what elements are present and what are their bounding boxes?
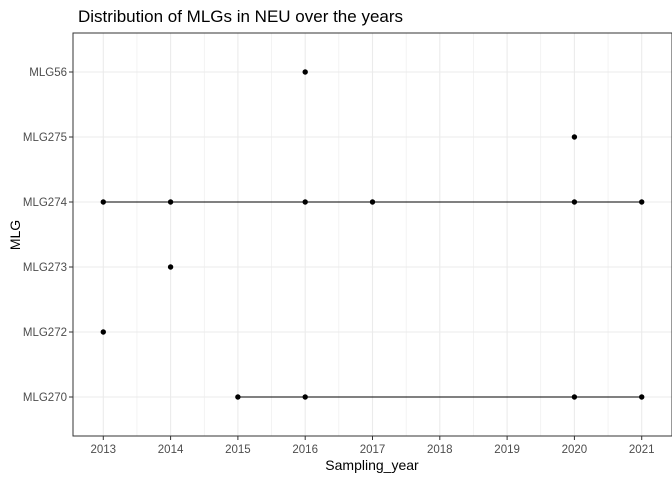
- data-point: [571, 394, 578, 400]
- data-point: [639, 199, 645, 205]
- data-point: [167, 199, 174, 205]
- data-point: [369, 199, 376, 205]
- data-point: [571, 134, 578, 140]
- y-tick-label: MLG56: [29, 67, 67, 79]
- x-tick-label: 2021: [629, 444, 655, 456]
- y-tick-label: MLG275: [23, 132, 67, 144]
- y-axis-title: MLG: [7, 220, 23, 250]
- data-point: [100, 329, 106, 335]
- x-tick-label: 2013: [90, 444, 116, 456]
- data-point: [571, 199, 578, 205]
- x-tick-label: 2018: [427, 444, 453, 456]
- x-axis-title: Sampling_year: [325, 457, 419, 473]
- data-points: [100, 69, 645, 400]
- x-tick-label: 2019: [494, 444, 520, 456]
- x-tick-label: 2014: [158, 444, 184, 456]
- x-axis: 2013 2014 2015 2016 2017 2018 2019 2020 2021: [90, 436, 655, 456]
- grid: [73, 33, 672, 436]
- x-tick-label: 2020: [562, 444, 588, 456]
- x-tick-label: 2015: [225, 444, 251, 456]
- x-tick-label: 2017: [360, 444, 386, 456]
- data-point: [100, 199, 106, 205]
- data-point: [302, 199, 308, 205]
- y-axis: MLG270 MLG272 MLG273 MLG274 MLG275 MLG56: [23, 67, 73, 404]
- y-tick-label: MLG272: [23, 327, 67, 339]
- y-tick-label: MLG274: [23, 197, 68, 209]
- y-tick-label: MLG273: [23, 262, 67, 274]
- data-point: [235, 394, 241, 400]
- chart-title: Distribution of MLGs in NEU over the yea…: [78, 7, 403, 26]
- x-tick-label: 2016: [292, 444, 318, 456]
- data-point: [302, 394, 308, 400]
- data-point: [639, 394, 645, 400]
- data-point: [167, 264, 174, 270]
- data-point: [302, 69, 308, 75]
- y-tick-label: MLG270: [23, 392, 67, 404]
